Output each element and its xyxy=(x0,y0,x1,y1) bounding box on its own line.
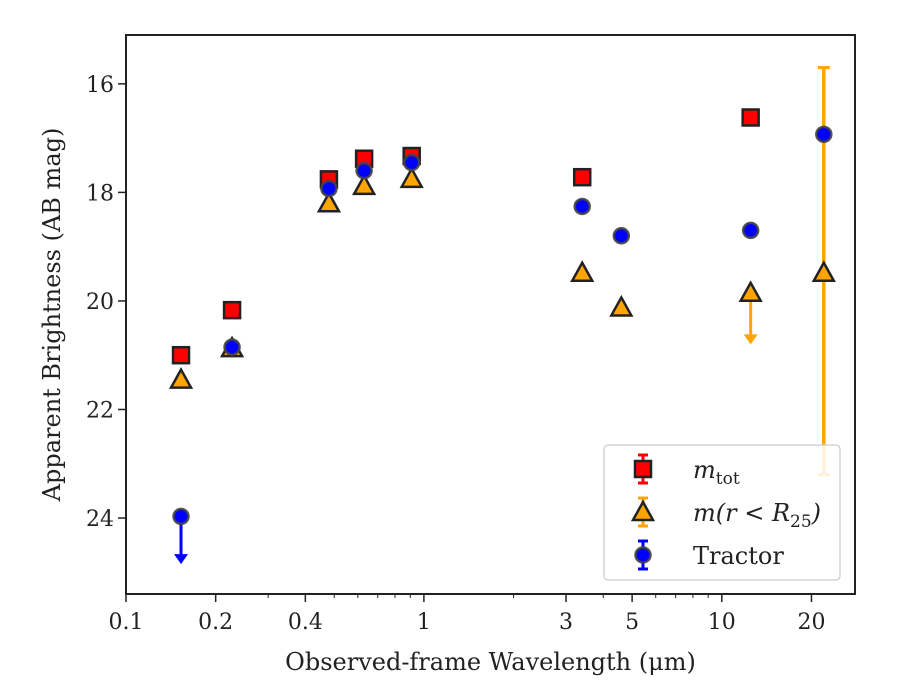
circle-marker xyxy=(573,197,591,216)
legend-triangle-marker xyxy=(630,499,656,522)
triangle-marker xyxy=(609,294,634,317)
legend-label-subscript: 25 xyxy=(790,512,812,532)
triangle-upper-limit-arrow-head xyxy=(743,334,758,345)
plot-frame xyxy=(125,34,856,595)
y-tick-label: 18 xyxy=(86,181,114,206)
y-tick-label: 20 xyxy=(86,290,114,315)
legend-label-tail: ) xyxy=(811,499,821,527)
triangle-marker xyxy=(316,190,342,213)
legend-label: m(r < R25) xyxy=(693,499,821,532)
legend-label: Tractor xyxy=(693,542,784,570)
square-marker xyxy=(572,167,592,187)
x-tick-label: 20 xyxy=(797,610,825,635)
circle-marker xyxy=(355,161,373,180)
x-tick-label: 5 xyxy=(625,610,639,635)
legend-label-main: Tractor xyxy=(693,542,784,570)
circle-marker xyxy=(223,338,241,356)
x-tick-label: 0.2 xyxy=(198,610,233,635)
circle-marker xyxy=(741,221,760,240)
x-tick-label: 1 xyxy=(417,610,431,635)
ticks-layer: 0.1 0.2 0.4 1 3 5 10 20 16 18 20 22 24 xyxy=(86,73,825,635)
x-axis-title: Observed-frame Wavelength (μm) xyxy=(285,648,696,676)
y-tick-label: 22 xyxy=(86,398,114,423)
x-tick-label: 0.4 xyxy=(288,610,323,635)
x-tick-label: 0.1 xyxy=(109,610,144,635)
triangle-marker xyxy=(570,260,595,282)
triangle-marker xyxy=(168,367,194,389)
square-marker xyxy=(222,300,242,320)
circle-upper-limit-arrow-head xyxy=(174,554,189,565)
legend-square-marker xyxy=(633,459,653,479)
triangle-marker xyxy=(399,166,424,189)
y-tick-label: 24 xyxy=(86,507,114,532)
legend-circle-marker xyxy=(634,546,652,564)
legend-label: mtot xyxy=(693,456,740,489)
triangle-marker xyxy=(738,280,763,303)
legend-label-subscript: tot xyxy=(716,469,740,489)
circle-marker xyxy=(402,153,421,172)
circle-marker xyxy=(612,227,631,245)
circle-marker xyxy=(815,125,833,144)
legend: mtot m(r < R25) Tractor xyxy=(603,444,841,581)
square-marker xyxy=(171,345,191,365)
x-tick-label: 3 xyxy=(559,610,573,635)
markers-layer xyxy=(168,108,836,526)
legend-box xyxy=(603,444,841,581)
triangle-marker xyxy=(351,173,377,196)
legend-label-main: m xyxy=(693,456,716,484)
circle-marker xyxy=(320,179,338,198)
legend-label-main: m(r < R xyxy=(693,499,790,527)
y-axis-title: Apparent Brightness (AB mag) xyxy=(38,128,66,503)
triangle-marker xyxy=(811,260,836,282)
y-tick-label: 16 xyxy=(86,73,114,98)
x-tick-label: 10 xyxy=(708,610,736,635)
square-marker xyxy=(741,108,760,127)
circle-marker xyxy=(172,507,190,526)
